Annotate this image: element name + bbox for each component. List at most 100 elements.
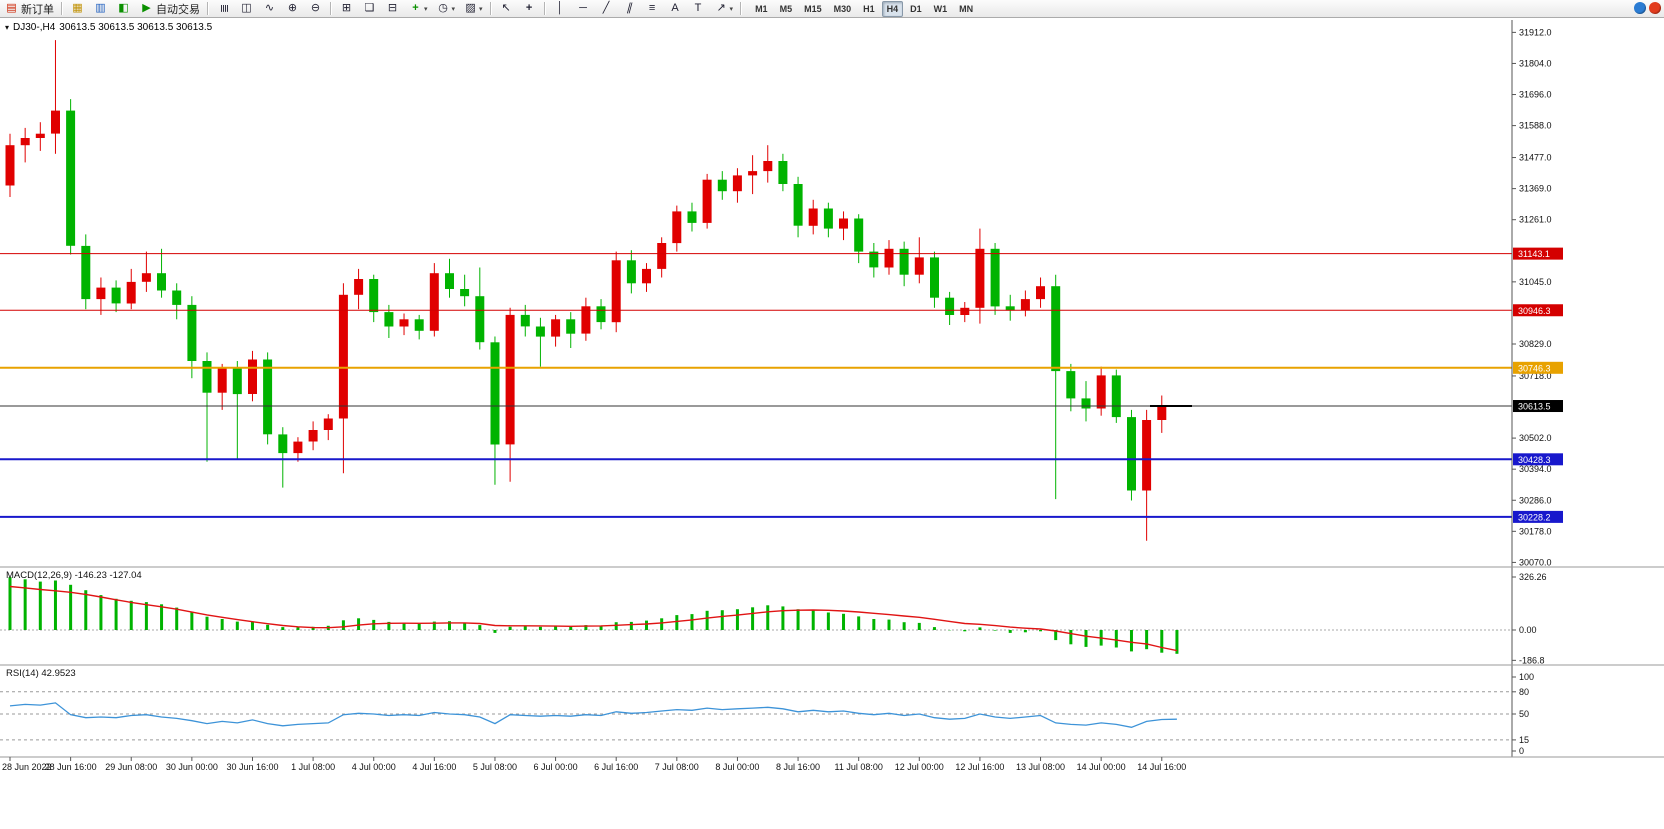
- trendline-icon: ╱: [602, 2, 610, 14]
- price-tag: [1513, 361, 1563, 374]
- time-label: 4 Jul 16:00: [412, 762, 456, 772]
- timeframe-w1[interactable]: W1: [933, 3, 948, 14]
- time-label: 11 Jul 08:00: [834, 762, 882, 772]
- time-label: 8 Jul 16:00: [776, 762, 820, 772]
- price-tag: [1513, 247, 1563, 260]
- timeframe-h4[interactable]: H4: [881, 0, 904, 17]
- new-order-icon: ▤: [6, 2, 17, 14]
- time-label: 1 Jul 08:00: [291, 762, 335, 772]
- rsi-panel: 100 80 50 150 RSI(14) 42.9523: [0, 668, 1534, 756]
- new-order-button[interactable]: ▤ 新订单: [1, 0, 57, 18]
- price-tick-label: 31912.0: [1519, 27, 1552, 37]
- time-label: 28 Jun 16:00: [45, 762, 97, 772]
- candlestick-button[interactable]: ◫: [236, 0, 257, 18]
- auto-trading-button[interactable]: ▶ 自动交易: [136, 0, 203, 18]
- charts-menu-button[interactable]: ▦: [67, 0, 88, 18]
- time-label: 12 Jul 16:00: [955, 762, 1004, 772]
- timeframe-m5[interactable]: M5: [779, 3, 793, 14]
- price-tick-label: 31696.0: [1519, 90, 1552, 100]
- toolbar-separator: [543, 2, 546, 15]
- zoom-out-button[interactable]: ⊖: [305, 0, 326, 18]
- time-label: 6 Jul 00:00: [534, 762, 578, 772]
- crosshair-icon: +: [525, 2, 533, 14]
- horizontal-line-icon: ─: [579, 2, 587, 14]
- price-tick-label: 30718.0: [1519, 371, 1552, 381]
- timeframe-m30[interactable]: M30: [833, 3, 852, 14]
- price-tag-label: 31143.1: [1518, 249, 1550, 259]
- indicators-button[interactable]: + ▾: [405, 0, 431, 18]
- time-label: 29 Jun 08:00: [105, 762, 157, 772]
- periods-button[interactable]: ◷ ▾: [433, 0, 459, 18]
- cascade-windows-icon: ❏: [364, 2, 375, 14]
- time-label: 13 Jul 08:00: [1016, 762, 1065, 772]
- timeframe-m1[interactable]: M1: [755, 3, 768, 14]
- toolbar-status-corner: [1634, 2, 1661, 14]
- text-button[interactable]: A: [665, 0, 686, 18]
- timeframe-mn[interactable]: MN: [959, 3, 974, 14]
- time-label: 7 Jul 08:00: [655, 762, 699, 772]
- navigator-button[interactable]: ◧: [113, 0, 134, 18]
- timeframe-d1[interactable]: D1: [910, 3, 922, 14]
- price-tag: [1513, 453, 1563, 466]
- line-chart-button[interactable]: ∿: [259, 0, 280, 18]
- templates-button[interactable]: ▨ ▾: [460, 0, 486, 18]
- tile-windows-button[interactable]: ⊞: [336, 0, 357, 18]
- price-tick-label: 31261.0: [1519, 215, 1552, 225]
- chat-icon[interactable]: [1634, 2, 1646, 14]
- vertical-line-button[interactable]: │: [550, 0, 571, 18]
- price-tag-label: 30946.3: [1518, 306, 1551, 316]
- price-axis: 31912.0 31804.0 31696.0 31588.0 31477.0 31369…: [1511, 20, 1563, 757]
- text-label-button[interactable]: T: [688, 0, 709, 18]
- channel-button[interactable]: ∥: [619, 0, 640, 18]
- time-label: 30 Jun 16:00: [226, 762, 278, 772]
- market-watch-button[interactable]: ▥: [90, 0, 111, 18]
- timeframe-m15[interactable]: M15: [804, 3, 822, 14]
- price-tick-label: 31477.0: [1519, 153, 1552, 163]
- toolbar: ▤ 新订单 ▦ ▥ ◧ ▶ 自动交易 ≣ ◫ ∿ ⊕ ⊖ ⊞ ❏ ⊟ + ▾ ◷ ▾…: [0, 0, 1664, 18]
- cascade-windows-button[interactable]: ❏: [359, 0, 380, 18]
- time-label: 4 Jul 00:00: [352, 762, 396, 772]
- chevron-down-icon: ▾: [424, 5, 428, 13]
- horizontal-line-button[interactable]: ─: [573, 0, 594, 18]
- rsi-tick-label: 15: [1519, 735, 1529, 745]
- bar-chart-button[interactable]: ≣: [213, 0, 234, 18]
- toolbar-separator: [330, 2, 332, 15]
- price-tick-label: 30502.0: [1519, 433, 1552, 443]
- price-tick-label: 30070.0: [1519, 557, 1552, 567]
- templates-icon: ▨: [465, 2, 476, 14]
- chart-collapse-icon[interactable]: ▾: [5, 23, 10, 32]
- rsi-line: [9, 702, 1177, 728]
- timeframe-h1[interactable]: H1: [863, 3, 875, 14]
- channel-icon: ∥: [624, 2, 634, 14]
- level-lines[interactable]: [0, 253, 1512, 518]
- macd-tick-label: -186.8: [1519, 655, 1545, 665]
- chart-header: ▾ DJ30-,H4 30613.5 30613.5 30613.5 30613…: [5, 22, 212, 33]
- indicators-icon: +: [412, 2, 419, 14]
- time-label: 14 Jul 00:00: [1077, 762, 1126, 772]
- fibonacci-icon: ≡: [648, 2, 656, 14]
- rsi-tick-label: 100: [1519, 672, 1534, 682]
- notification-icon[interactable]: [1649, 2, 1661, 14]
- line-chart-icon: ∿: [264, 2, 275, 14]
- toolbar-separator: [207, 2, 209, 15]
- price-tag-label: 30746.3: [1518, 363, 1551, 373]
- fibonacci-button[interactable]: ≡: [642, 0, 663, 18]
- new-order-label: 新订单: [21, 3, 54, 16]
- tile-horizontal-button[interactable]: ⊟: [382, 0, 403, 18]
- arrows-button[interactable]: ↗ ▾: [711, 0, 737, 18]
- zoom-in-button[interactable]: ⊕: [282, 0, 303, 18]
- periods-icon: ◷: [438, 2, 448, 14]
- price-tag: [1513, 304, 1563, 317]
- text-label-icon: T: [694, 2, 702, 14]
- price-tick-label: 30829.0: [1519, 339, 1552, 349]
- price-tick-label: 30286.0: [1519, 495, 1552, 505]
- cursor-button[interactable]: ↖: [496, 0, 517, 18]
- navigator-icon: ◧: [118, 2, 129, 14]
- crosshair-button[interactable]: +: [519, 0, 540, 18]
- trendline-button[interactable]: ╱: [596, 0, 617, 18]
- price-chart-canvas[interactable]: 31912.0 31804.0 31696.0 31588.0 31477.0 31369…: [0, 18, 1664, 829]
- price-tick-label: 30178.0: [1519, 526, 1552, 536]
- tile-windows-icon: ⊞: [341, 2, 352, 14]
- rsi-label: RSI(14) 42.9523: [6, 668, 76, 679]
- time-label: 8 Jul 00:00: [715, 762, 759, 772]
